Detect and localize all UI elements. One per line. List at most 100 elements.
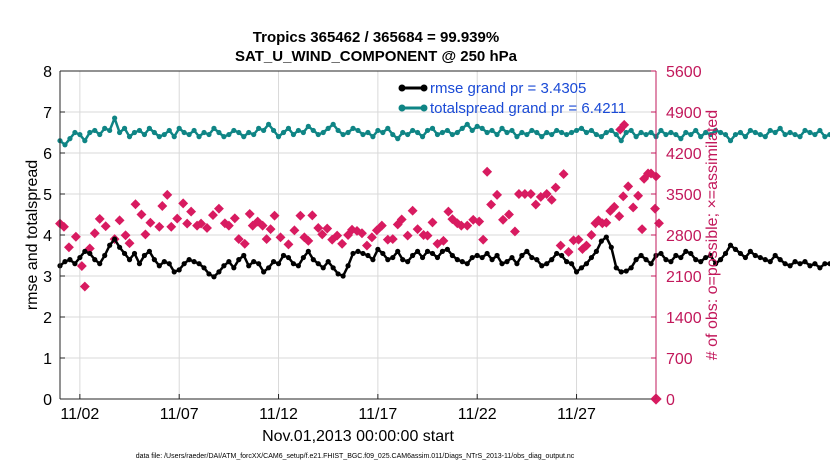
obs-assimilated-point bbox=[261, 234, 272, 245]
series-point-rmse bbox=[439, 248, 446, 254]
series-layer bbox=[57, 115, 830, 280]
series-point-rmse bbox=[390, 254, 396, 261]
obs-assimilated-point bbox=[162, 189, 173, 200]
obs-assimilated-point bbox=[322, 223, 333, 234]
series-point-spread bbox=[429, 125, 436, 131]
obs-assimilated-point bbox=[509, 226, 520, 237]
series-point-rmse bbox=[787, 263, 793, 269]
series-point-spread bbox=[285, 125, 292, 131]
series-point-spread bbox=[424, 127, 431, 134]
series-point-spread bbox=[504, 129, 510, 136]
series-point-spread bbox=[698, 134, 704, 140]
series-point-spread bbox=[519, 129, 525, 136]
series-point-rmse bbox=[608, 244, 614, 250]
series-point-spread bbox=[807, 129, 813, 136]
series-point-rmse bbox=[613, 265, 619, 271]
series-point-spread bbox=[588, 127, 595, 134]
y-tick-label-left: 5 bbox=[43, 187, 52, 204]
x-tick-label: 11/22 bbox=[458, 406, 497, 423]
obs-assimilated-point bbox=[120, 230, 131, 241]
y-axis-label-right: # of obs: o=possible; ×=assimilated bbox=[704, 110, 721, 360]
y-tick-label-left: 1 bbox=[43, 351, 52, 368]
series-point-spread bbox=[489, 127, 495, 134]
series-point-spread bbox=[355, 127, 361, 134]
obs-assimilated-point bbox=[154, 221, 165, 232]
series-point-rmse bbox=[578, 265, 585, 271]
series-point-spread bbox=[757, 131, 763, 138]
series-point-spread bbox=[290, 131, 297, 138]
obs-assimilated-point bbox=[376, 220, 387, 231]
obs-assimilated-point bbox=[59, 221, 69, 232]
series-point-rmse bbox=[807, 263, 813, 269]
series-point-spread bbox=[216, 129, 222, 136]
series-point-spread bbox=[171, 134, 177, 140]
series-point-spread bbox=[593, 131, 600, 138]
series-point-rmse bbox=[752, 252, 758, 259]
series-point-spread bbox=[772, 129, 778, 136]
series-point-spread bbox=[529, 127, 535, 134]
series-point-spread bbox=[335, 127, 341, 134]
series-point-rmse bbox=[767, 259, 773, 265]
obs-assimilated-point bbox=[619, 119, 630, 130]
obs-assimilated-point bbox=[462, 220, 473, 231]
series-point-spread bbox=[479, 125, 485, 131]
y-axis-label-left: rmse and totalspread bbox=[24, 160, 41, 310]
series-point-rmse bbox=[226, 259, 232, 265]
series-point-spread bbox=[231, 127, 237, 134]
series-point-rmse bbox=[519, 252, 525, 259]
obs-assimilated-point bbox=[478, 234, 489, 245]
series-point-spread bbox=[509, 127, 515, 134]
obs-assimilated-point bbox=[275, 232, 286, 243]
series-point-rmse bbox=[285, 254, 292, 261]
series-point-spread bbox=[554, 127, 560, 134]
series-point-spread bbox=[544, 129, 550, 136]
series-point-rmse bbox=[713, 261, 719, 267]
y-tick-label-right: 4200 bbox=[666, 146, 702, 163]
series-point-rmse bbox=[742, 254, 749, 261]
series-point-spread bbox=[703, 129, 709, 136]
series-point-rmse bbox=[246, 263, 252, 269]
series-point-spread bbox=[221, 134, 227, 140]
series-point-spread bbox=[72, 129, 78, 136]
series-point-rmse bbox=[355, 248, 361, 254]
obs-assimilated-point bbox=[586, 230, 597, 240]
series-point-spread bbox=[608, 127, 614, 134]
series-point-spread bbox=[405, 131, 411, 138]
series-point-rmse bbox=[499, 261, 505, 267]
obs-assimilated-point bbox=[573, 234, 584, 245]
obs-assimilated-point bbox=[229, 213, 240, 224]
series-point-rmse bbox=[290, 261, 297, 267]
series-point-spread bbox=[385, 125, 391, 131]
series-point-spread bbox=[370, 134, 376, 140]
series-point-spread bbox=[708, 131, 714, 138]
series-point-rmse bbox=[822, 261, 828, 267]
series-point-spread bbox=[782, 131, 788, 138]
series-point-spread bbox=[514, 134, 520, 140]
obs-assimilated-point bbox=[76, 261, 87, 271]
series-point-rmse bbox=[310, 257, 316, 263]
series-point-rmse bbox=[350, 250, 356, 257]
series-point-rmse bbox=[415, 248, 421, 254]
series-point-rmse bbox=[643, 257, 649, 263]
series-point-spread bbox=[201, 129, 207, 136]
series-point-rmse bbox=[256, 261, 262, 267]
series-point-rmse bbox=[434, 254, 441, 261]
series-point-rmse bbox=[131, 250, 138, 257]
series-point-rmse bbox=[732, 246, 739, 252]
obs-assimilated-point bbox=[474, 216, 485, 227]
obs-assimilated-point bbox=[289, 225, 300, 236]
series-point-rmse bbox=[479, 254, 485, 261]
obs-assimilated-point bbox=[628, 202, 639, 213]
series-point-rmse bbox=[564, 259, 570, 265]
series-point-spread bbox=[564, 131, 570, 138]
series-point-rmse bbox=[236, 257, 242, 263]
series-point-spread bbox=[275, 134, 282, 140]
series-point-rmse bbox=[429, 250, 436, 257]
obs-assimilated-point bbox=[558, 169, 569, 180]
obs-assimilated-point bbox=[541, 189, 552, 199]
series-point-spread bbox=[598, 134, 604, 140]
y-ticks-left: 0 1 2 3 4 5 6 7 8 bbox=[43, 64, 65, 409]
series-point-spread bbox=[151, 129, 157, 136]
series-point-rmse bbox=[315, 261, 321, 267]
series-point-spread bbox=[340, 131, 346, 138]
